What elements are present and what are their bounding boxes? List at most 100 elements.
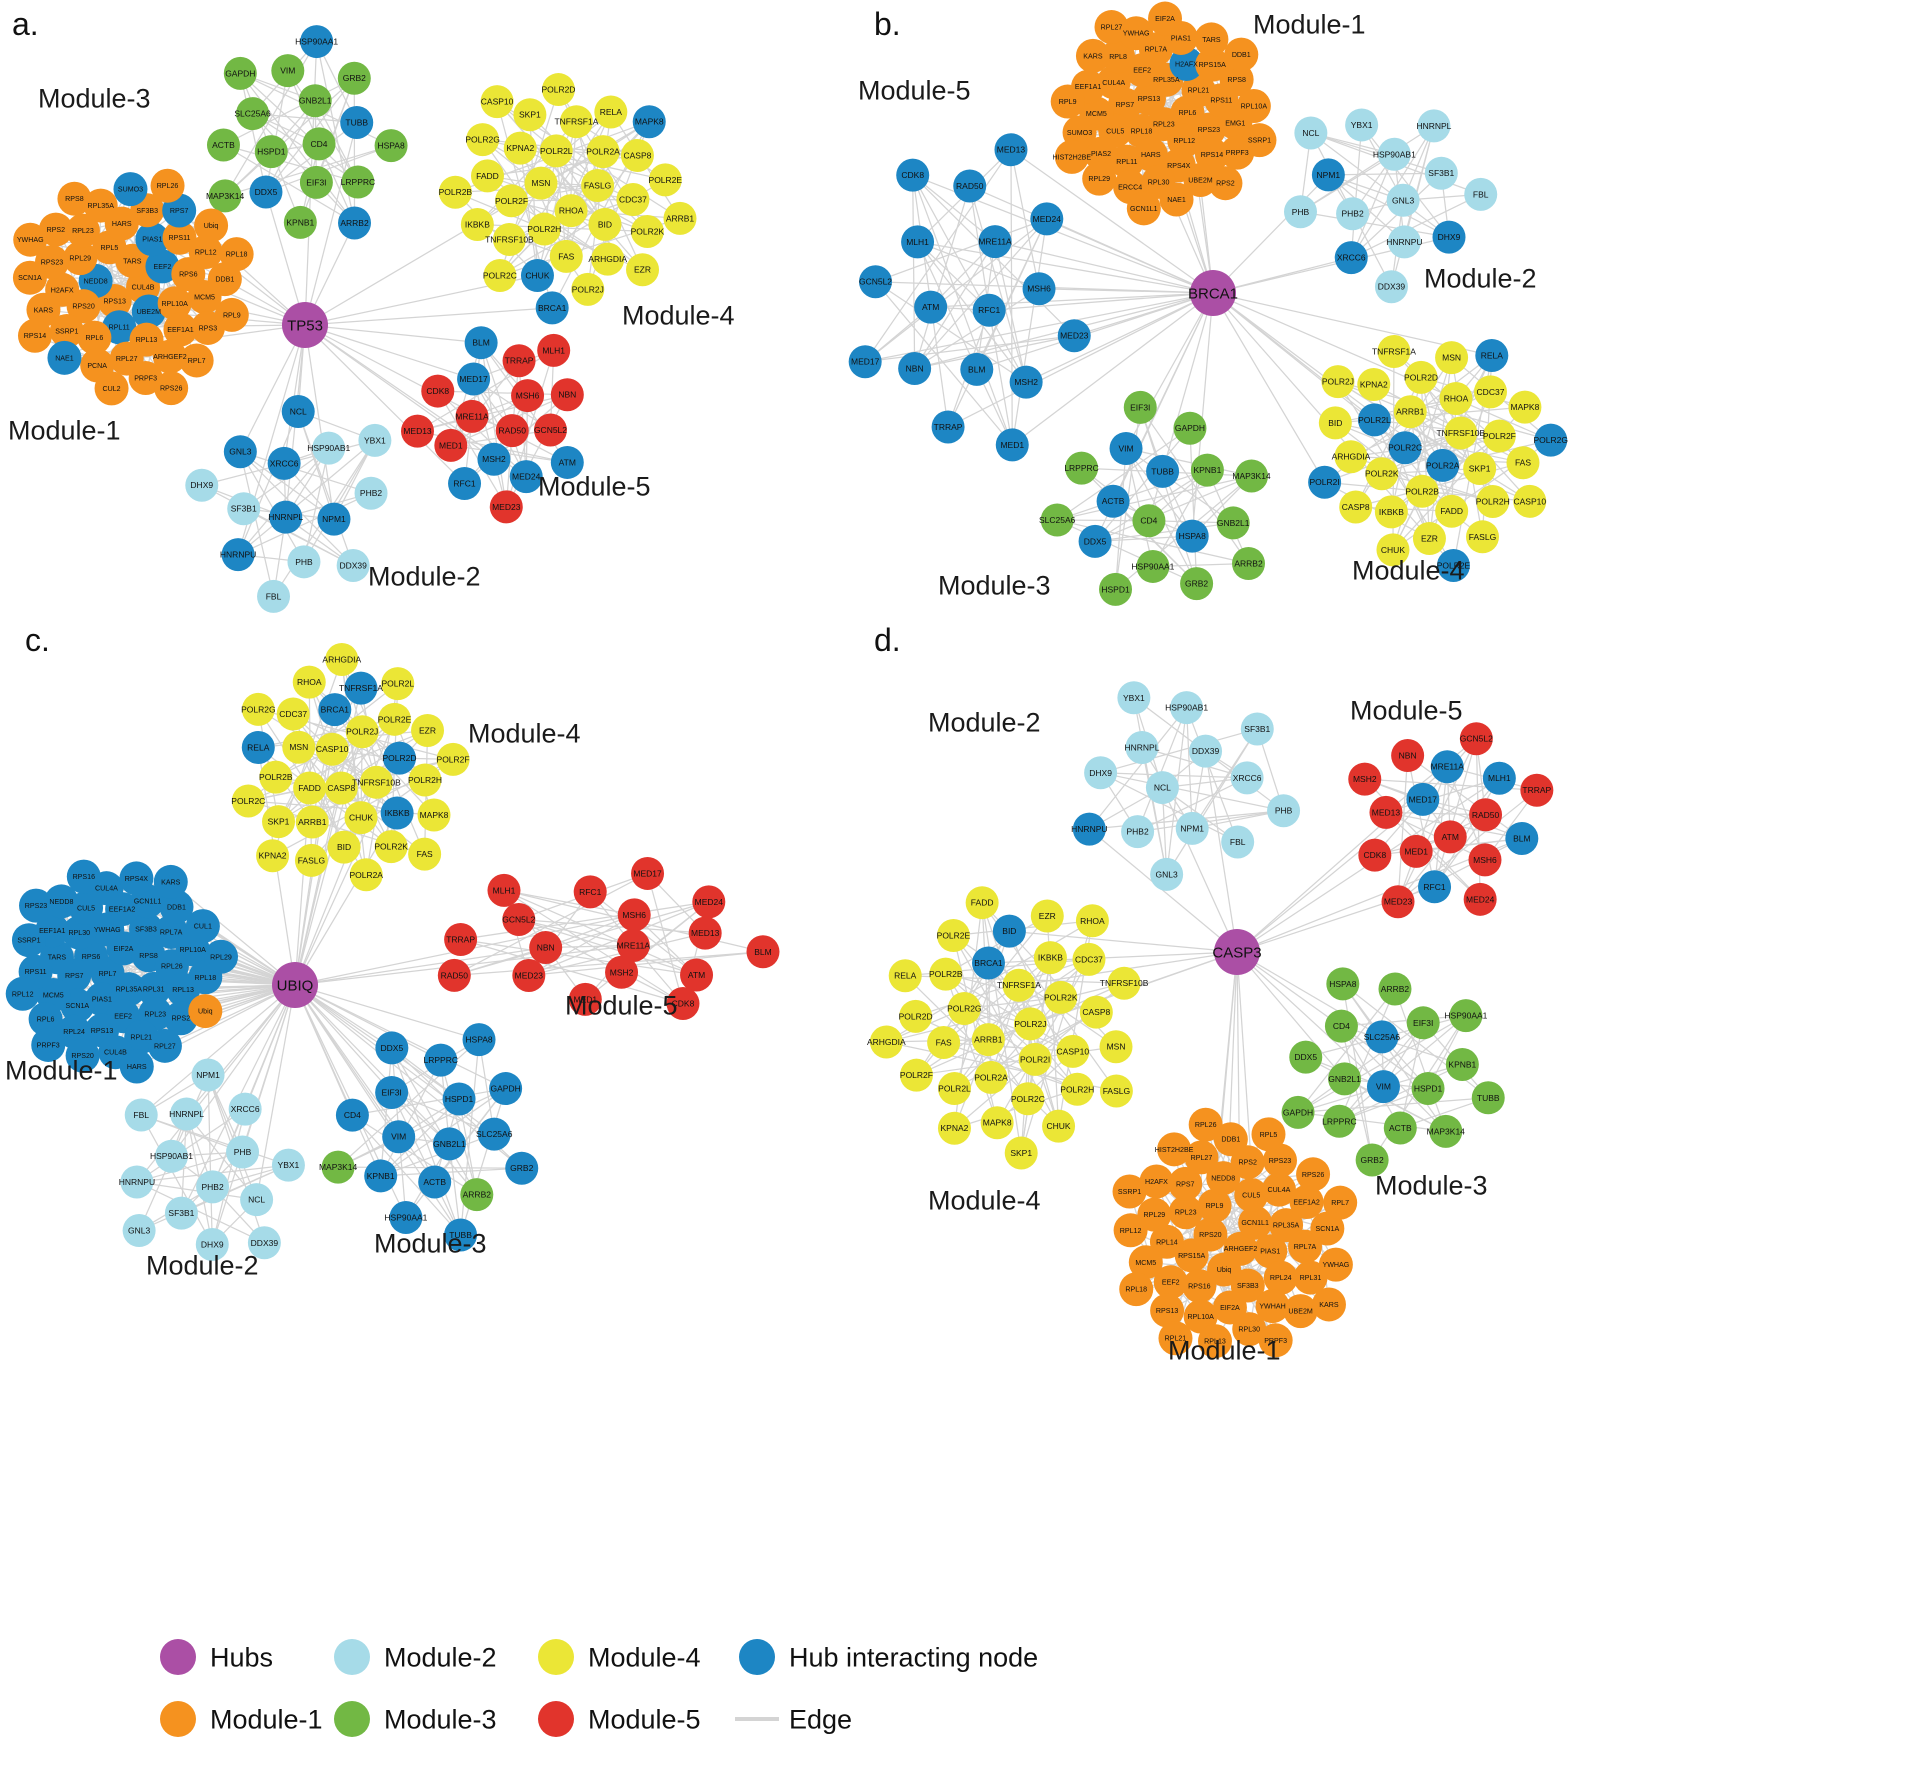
node (869, 1025, 903, 1059)
node-label: ACTB (1102, 496, 1125, 506)
node (571, 272, 605, 306)
node-label: RPL7 (188, 357, 206, 365)
node (437, 958, 471, 992)
node-label: CASP10 (481, 97, 514, 107)
node-label: RPL12 (1120, 1227, 1142, 1235)
node (1381, 885, 1415, 919)
node-label: RPL8 (1109, 53, 1127, 61)
hub-label: TP53 (287, 317, 323, 334)
node (1321, 365, 1355, 399)
edge (1212, 292, 1326, 483)
node-label: CUL2 (102, 385, 120, 393)
node-label: DDX39 (251, 1238, 279, 1248)
node-label: SKP1 (1010, 1148, 1032, 1158)
node (1145, 771, 1179, 805)
edge (237, 439, 376, 556)
node (131, 294, 166, 329)
node-label: VIM (1376, 1082, 1391, 1092)
node-label: TARS (123, 257, 142, 265)
edge (571, 210, 681, 220)
edge (1011, 218, 1048, 446)
node (1378, 972, 1412, 1006)
node (858, 265, 892, 299)
node-label: RPL18 (1125, 1286, 1147, 1294)
node (1208, 166, 1243, 201)
node (12, 260, 47, 295)
node-label: YWHAG (94, 926, 121, 934)
node-label: ARRB2 (1234, 559, 1263, 569)
node-label: RPL6 (37, 1016, 55, 1024)
node (271, 1148, 305, 1182)
node (26, 292, 61, 327)
edge (917, 241, 1214, 294)
node-label: KPNB1 (367, 1171, 395, 1181)
hub-label: CASP3 (1212, 944, 1261, 961)
node-label: RPL21 (1165, 1335, 1187, 1343)
edge (1212, 292, 1375, 421)
node-label: FBL (1473, 189, 1489, 199)
edge (943, 1041, 1078, 1090)
node (185, 468, 219, 502)
edge (459, 1088, 507, 1236)
edge (1310, 132, 1450, 238)
node (208, 179, 242, 213)
panel-a: CD4 HSPD1 GNB2L1 EIF3I SLC25A6 TUBB DDX5 VIM LRP… (8, 6, 735, 613)
node-label: RPS15A (1199, 61, 1226, 69)
node-label: MED24 (1033, 214, 1062, 224)
node (1476, 484, 1510, 518)
node (549, 239, 583, 273)
node-label: MSH6 (1027, 284, 1051, 294)
node (965, 886, 999, 920)
node-label: XRCC6 (270, 458, 299, 468)
node-label: TNFRSF1A (1372, 347, 1416, 357)
legend-label: Module-4 (588, 1642, 701, 1672)
legend-swatch-m2 (334, 1639, 370, 1675)
node (460, 1178, 494, 1212)
node (511, 379, 545, 413)
labels: CD4 HSPD1 GNB2L1 EIF3I SLC25A6 TUBB DDX5 VIM LRP… (8, 6, 735, 601)
node (1022, 272, 1056, 306)
node (77, 320, 112, 355)
node (1121, 815, 1155, 849)
node (1513, 484, 1547, 518)
node-label: MED13 (691, 928, 720, 938)
node-label: DDX39 (339, 560, 367, 570)
edge (380, 1098, 460, 1177)
node (120, 1165, 154, 1199)
edge (294, 984, 480, 1041)
node (283, 205, 317, 239)
node (972, 293, 1006, 327)
node (1471, 1081, 1505, 1115)
node (231, 784, 265, 818)
node (1175, 811, 1209, 845)
node-label: NCL (1154, 783, 1171, 793)
node-label: SLC25A6 (476, 1129, 513, 1139)
node (1107, 966, 1141, 1000)
node-label: HIST2H2BE (1155, 1146, 1194, 1154)
edge (437, 390, 568, 396)
node (374, 830, 408, 864)
node-label: GNL3 (1156, 869, 1178, 879)
node-label: CDC37 (279, 709, 307, 719)
node-label: UBE2M (137, 308, 162, 316)
node-label: YBX1 (364, 435, 386, 445)
edge (351, 1114, 462, 1236)
node-label: RPS23 (1198, 126, 1221, 134)
labels: CASP8 CASP10 TNFRSF10B FADD POLR2J CHUK MSN POL… (5, 622, 772, 1280)
node-label: SF3B3 (136, 207, 158, 215)
node-label: ACTB (1389, 1123, 1412, 1133)
node (588, 207, 622, 241)
node (1099, 1074, 1133, 1108)
node-label: CDC37 (1075, 954, 1103, 964)
node-label: PRPF3 (1264, 1337, 1287, 1345)
node (1324, 1009, 1358, 1043)
module-label: Module-1 (8, 415, 121, 445)
edge (1310, 132, 1442, 174)
node-label: RPL13 (172, 986, 194, 994)
node (617, 898, 651, 932)
edge (1236, 951, 1384, 1088)
node (1075, 904, 1109, 938)
node (1189, 734, 1223, 768)
node (1386, 183, 1420, 217)
node-label: PRPF3 (134, 375, 157, 383)
